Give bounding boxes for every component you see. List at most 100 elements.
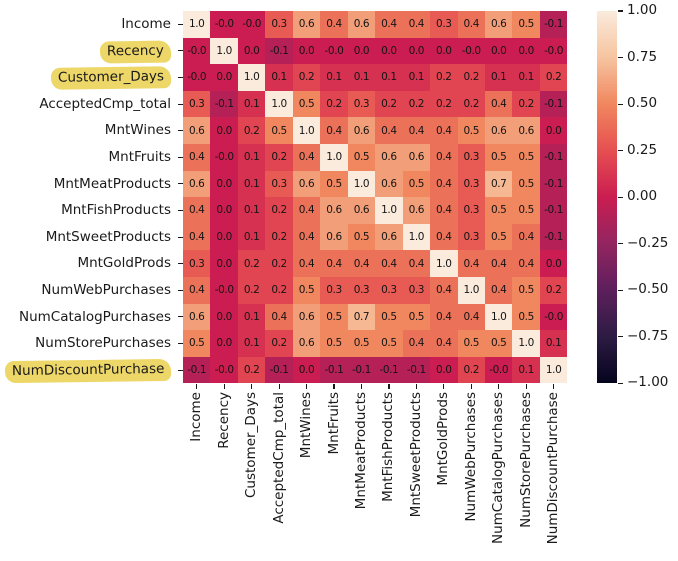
heatmap-cell: -0.0 (183, 37, 211, 65)
col-label: MntFruits (325, 392, 342, 455)
heatmap-cell: 0.6 (183, 117, 211, 144)
heatmap-cell: -0.0 (457, 37, 485, 65)
row-label: MntFishProducts (0, 197, 179, 224)
heatmap-cell: 0.6 (320, 197, 348, 224)
heatmap-cell: 0.1 (539, 330, 568, 357)
heatmap-cell: -0.0 (237, 11, 266, 38)
heatmap-cell: 0.3 (457, 223, 485, 251)
heatmap-cell: 0.5 (347, 143, 376, 171)
y-axis-labels: Income Recency Customer_Days AcceptedCmp_to… (0, 11, 179, 383)
heatmap-cell: 0.6 (292, 11, 321, 38)
heatmap-cell: 0.6 (347, 117, 376, 144)
col-label: MntFishProducts (380, 392, 397, 502)
x-tick (415, 383, 417, 389)
heatmap-cell: 0.1 (237, 197, 266, 224)
heatmap-cell: 0.4 (347, 250, 376, 277)
col-label: MntGoldProds (435, 392, 452, 486)
heatmap-cell: 0.5 (402, 303, 431, 331)
row-label-text: Income (121, 16, 171, 32)
heatmap-cell: 0.0 (210, 250, 238, 277)
x-tick (305, 383, 308, 389)
heatmap-cell: 0.0 (210, 117, 238, 144)
heatmap-cell: 0.3 (375, 276, 403, 304)
x-tick (251, 383, 253, 389)
heatmap-cell: 0.0 (347, 37, 376, 65)
heatmap-cell: 0.4 (183, 197, 211, 224)
heatmap-cell: 0.0 (210, 197, 238, 224)
row-label: MntSweetProducts (0, 224, 179, 251)
heatmap-cell: 0.2 (457, 64, 485, 91)
colorbar-tick-label: 0.25 (627, 141, 658, 158)
heatmap-cell: 0.4 (375, 117, 403, 144)
heatmap-cell: -0.1 (539, 90, 568, 118)
heatmap-cell: 0.4 (183, 276, 211, 304)
heatmap-cell: 0.2 (265, 276, 293, 304)
colorbar-tick (617, 196, 623, 198)
row-label-text: MntGoldProds (77, 255, 171, 272)
y-tick (177, 236, 183, 238)
heatmap-cell: 0.2 (265, 143, 293, 171)
row-label: MntMeatProducts (0, 171, 179, 198)
heatmap-cell: 0.1 (237, 90, 266, 118)
heatmap-cell: 0.2 (265, 197, 293, 224)
colorbar-tick-label: −0.75 (627, 327, 669, 344)
heatmap-cell: 0.7 (347, 303, 376, 331)
heatmap-cell: 0.2 (237, 356, 266, 384)
heatmap-cell: 0.2 (512, 90, 540, 118)
heatmap-cell: 0.2 (237, 250, 266, 277)
heatmap-cell: 0.3 (347, 276, 376, 304)
heatmap-cell: 1.0 (183, 11, 211, 38)
row-label: MntFruits (0, 144, 179, 171)
heatmap-cell: 0.4 (320, 11, 348, 38)
row-label: NumWebPurchases (0, 277, 179, 304)
heatmap-cell: -0.1 (375, 356, 403, 384)
col-label: AcceptedCmp_total (270, 392, 287, 524)
heatmap-cell: 0.2 (539, 64, 568, 91)
heatmap-cell: 0.0 (539, 250, 568, 277)
heatmap-cell: 0.5 (512, 303, 540, 331)
heatmap-cell: 0.1 (512, 356, 540, 384)
row-label: MntGoldProds (0, 250, 179, 277)
heatmap-cell: 0.3 (430, 11, 458, 38)
heatmap-cell: 0.4 (430, 330, 458, 357)
x-tick (278, 383, 280, 389)
heatmap-cell: 0.6 (183, 303, 211, 331)
y-tick (177, 289, 183, 291)
heatmap-cell: -0.1 (539, 197, 568, 224)
row-label-text: MntFishProducts (61, 202, 171, 219)
heatmap-cell: 0.1 (320, 64, 348, 91)
x-tick (498, 383, 500, 389)
row-label-text: NumWebPurchases (41, 281, 171, 298)
heatmap-cell: 0.0 (430, 37, 458, 65)
heatmap-cell: -0.1 (347, 356, 376, 384)
row-label-text: MntMeatProducts (53, 175, 171, 192)
heatmap-cell: 0.1 (512, 64, 540, 91)
heatmap-cell: 0.0 (210, 303, 238, 331)
heatmap-cell: 0.2 (375, 90, 403, 118)
heatmap-cell: -0.0 (183, 64, 211, 91)
heatmap-cell: 1.0 (347, 170, 376, 198)
heatmap-cell: 0.5 (512, 11, 540, 38)
x-tick (223, 383, 225, 389)
heatmap-cell: 0.0 (210, 64, 238, 91)
colorbar-tick-label: 1.00 (627, 2, 658, 18)
heatmap-cell: 0.1 (237, 330, 266, 357)
heatmap-cell: 0.4 (484, 250, 513, 277)
row-label-text: NumCatalogPurchases (19, 308, 171, 325)
heatmap-cell: 1.0 (430, 250, 458, 277)
heatmap-cell: 0.0 (484, 37, 513, 65)
heatmap-cell: 0.4 (430, 303, 458, 331)
heatmap-cell: 0.2 (430, 64, 458, 91)
heatmap-cell: 0.3 (457, 197, 485, 224)
heatmap-cell: 0.5 (320, 330, 348, 357)
heatmap-cell: 0.5 (292, 90, 321, 118)
y-tick (177, 130, 183, 132)
heatmap-cell: 0.4 (484, 90, 513, 118)
colorbar-tick-label: 0.75 (627, 48, 658, 65)
row-label-text: MntFruits (108, 148, 171, 165)
heatmap-cell: -0.1 (539, 223, 568, 251)
col-label: NumCatalogPurchases (490, 392, 507, 544)
heatmap-cell: 0.4 (375, 11, 403, 38)
heatmap-cell: 0.4 (430, 170, 458, 198)
heatmap-cell: 1.0 (320, 143, 348, 171)
